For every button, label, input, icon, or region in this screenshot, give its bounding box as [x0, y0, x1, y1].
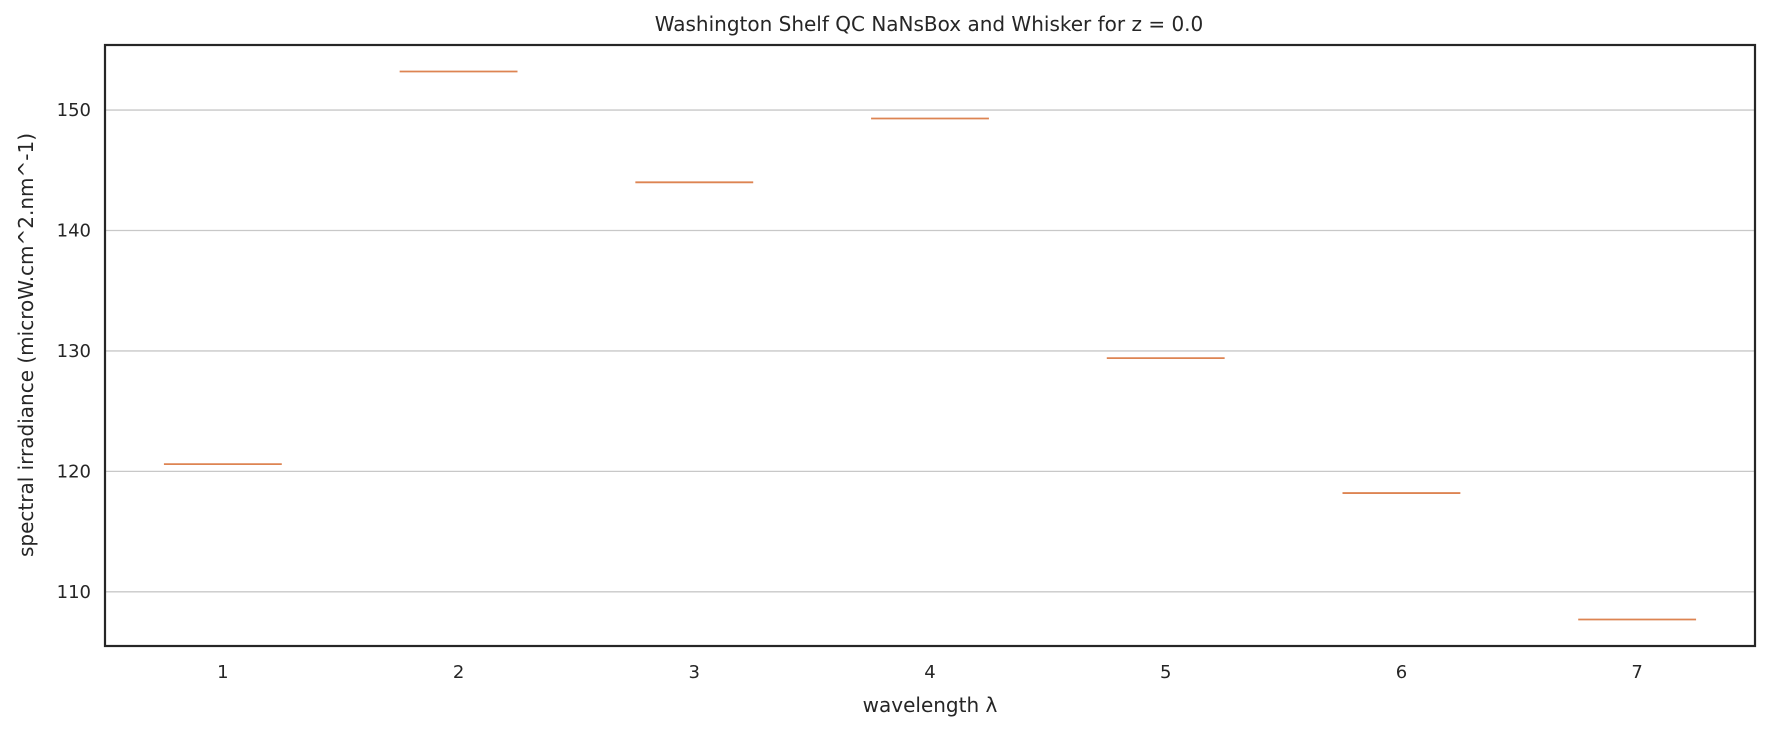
x-tick-label: 1 [217, 662, 228, 683]
median-lines [163, 70, 1697, 621]
x-tick-labels: 1 2 3 4 5 6 7 [217, 662, 1643, 683]
x-tick-label: 2 [453, 662, 464, 683]
x-tick-label: 4 [924, 662, 935, 683]
x-tick-label: 7 [1631, 662, 1642, 683]
y-tick-label: 110 [57, 582, 91, 603]
y-tick-label: 130 [57, 341, 91, 362]
chart-title: Washington Shelf QC NaNsBox and Whisker … [655, 12, 1204, 36]
x-axis-label: wavelength λ [863, 693, 998, 717]
y-tick-label: 140 [57, 220, 91, 241]
y-tick-labels: 110 120 130 140 150 [57, 100, 91, 603]
plot-area-frame [103, 43, 1757, 648]
y-gridlines [105, 109, 1755, 593]
x-tick-label: 6 [1396, 662, 1407, 683]
y-axis-label: spectral irradiance (microW.cm^2.nm^-1) [14, 133, 38, 557]
y-tick-label: 120 [57, 461, 91, 482]
y-tick-label: 150 [57, 100, 91, 121]
x-tick-label: 5 [1160, 662, 1171, 683]
x-tick-label: 3 [689, 662, 700, 683]
